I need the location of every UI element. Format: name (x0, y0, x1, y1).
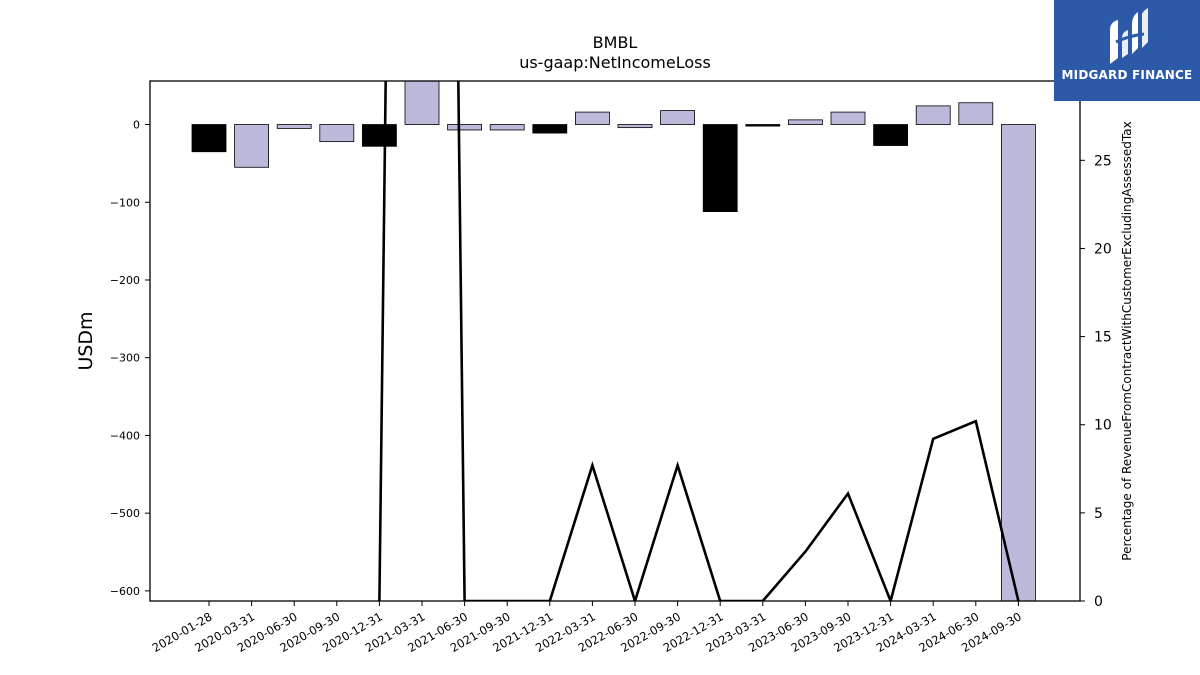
x-axis: 2020-01-282020-03-312020-06-302020-09-30… (150, 601, 1024, 655)
y2-tick-label: 15 (1094, 330, 1112, 346)
bar (915, 105, 951, 125)
y-tick-label: −100 (110, 196, 140, 209)
bar (361, 124, 397, 147)
bar (447, 124, 483, 131)
y2-tick-label: 5 (1094, 506, 1103, 522)
bar-series (191, 81, 1036, 601)
y2-axis-label: Percentage of RevenueFromContractWithCus… (1120, 121, 1134, 560)
line-path (378, 81, 1020, 601)
y-tick-label: −500 (110, 507, 140, 520)
bar (830, 111, 866, 125)
bar (958, 102, 994, 125)
y-axis-right: 0 5 10 15 20 25 (1080, 153, 1112, 610)
line-series (378, 81, 1020, 601)
y-axis-left: 0 −100 −200 −300 −400 −500 −600 (110, 119, 150, 598)
bar (1001, 124, 1036, 601)
bar (575, 111, 610, 125)
y-tick-label: −300 (110, 352, 140, 365)
y2-tick-label: 10 (1094, 418, 1112, 434)
bar (617, 124, 653, 129)
bar (660, 110, 695, 125)
bar (191, 124, 227, 153)
bar (745, 124, 781, 127)
logo-text: MIDGARD FINANCE (1061, 68, 1193, 82)
y-tick-label: −600 (110, 585, 140, 598)
bar (234, 124, 270, 168)
bar (276, 124, 312, 129)
plot-frame (149, 80, 1081, 602)
y-tick-label: −400 (110, 429, 140, 442)
y-tick-label: 0 (133, 119, 140, 132)
y2-tick-label: 25 (1094, 153, 1112, 169)
y2-tick-label: 0 (1094, 594, 1103, 610)
bar (404, 81, 440, 125)
bar (319, 124, 355, 143)
chart-title: BMBL (593, 33, 638, 52)
bar (873, 124, 908, 146)
y2-tick-label: 20 (1094, 241, 1112, 257)
y-tick-label: −200 (110, 274, 140, 287)
midgard-logo-icon (1110, 8, 1148, 64)
y-axis-label: USDm (75, 311, 97, 370)
bar (788, 119, 823, 125)
chart-subtitle: us-gaap:NetIncomeLoss (519, 53, 711, 72)
logo: MIDGARD FINANCE (1054, 0, 1200, 101)
bar (489, 124, 525, 131)
bar (702, 124, 738, 212)
bar (532, 124, 568, 134)
